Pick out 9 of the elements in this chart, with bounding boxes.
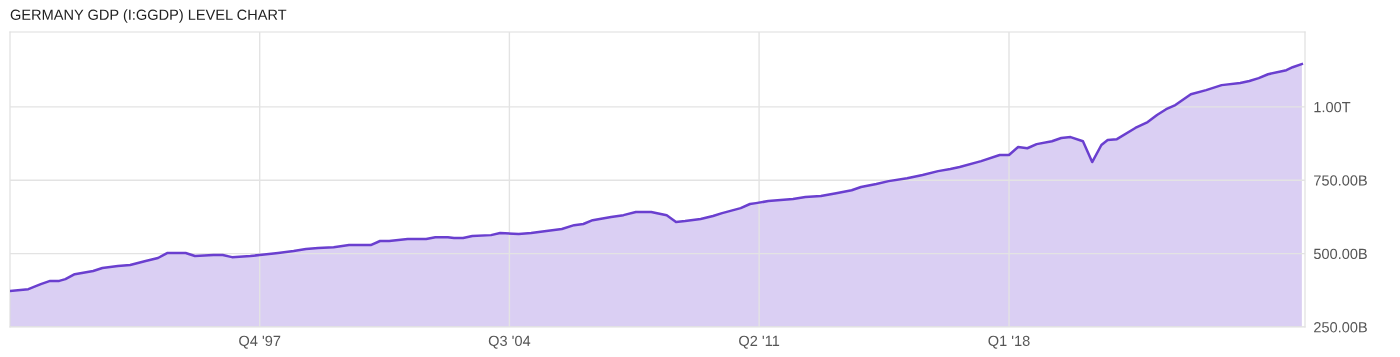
chart-title: GERMANY GDP (I:GGDP) LEVEL CHART [10,9,287,23]
y-tick-label: 500.00B [1313,248,1367,260]
y-tick-label: 750.00B [1314,175,1367,186]
y-tick-label: 250.00B [1314,322,1367,333]
x-tick-label: Q4 '97 [239,335,281,349]
x-tick-label: Q1 '18 [988,335,1030,349]
x-tick-label: Q2 '11 [739,335,780,349]
x-tick-label: Q3 '04 [488,335,531,349]
y-tick-label: 1.00T [1314,101,1351,113]
